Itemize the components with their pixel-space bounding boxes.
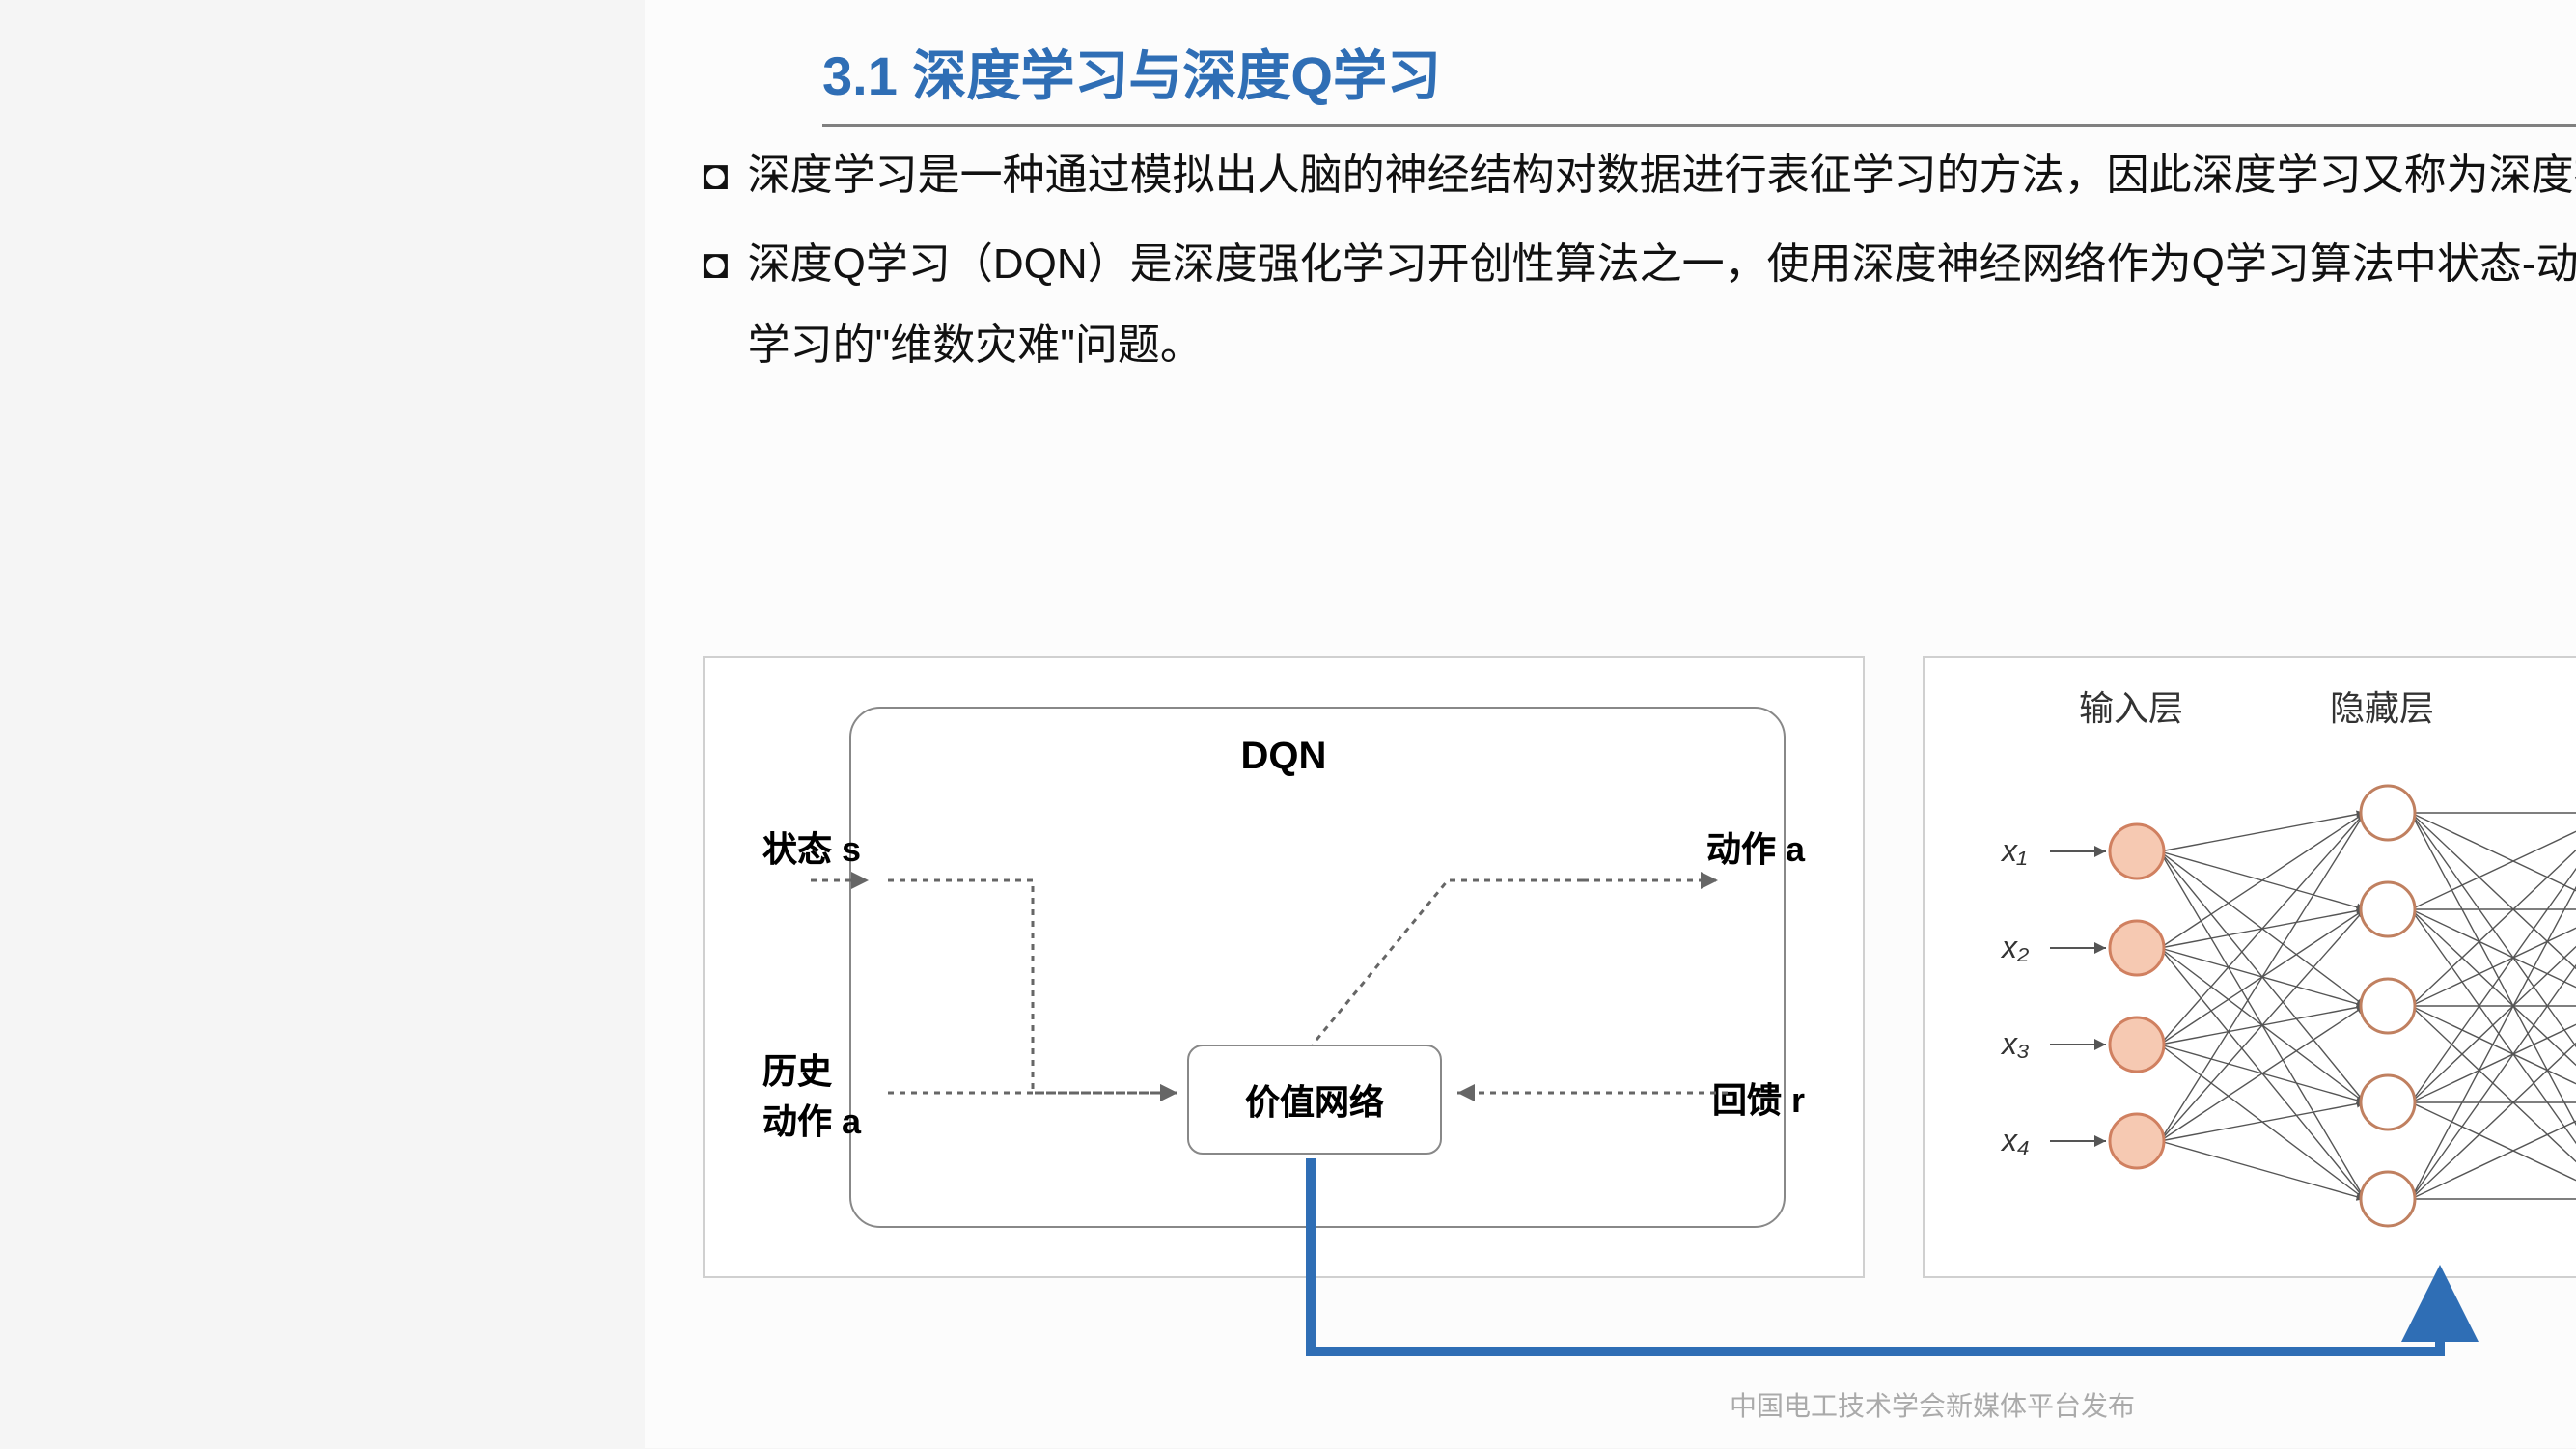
bullet-text: 深度Q学习（DQN）是深度强化学习开创性算法之一，使用深度神经网络作为Q学习算法… xyxy=(747,224,2576,385)
bullet-item: ◘ 深度Q学习（DQN）是深度强化学习开创性算法之一，使用深度神经网络作为Q学习… xyxy=(703,224,2576,385)
nn-svg: x₁x₂x₃x₄y xyxy=(1925,658,2576,1276)
value-network-box: 价值网络 xyxy=(1187,1045,1442,1155)
svg-text:x₁: x₁ xyxy=(2000,833,2027,868)
bullet-text: 深度学习是一种通过模拟出人脑的神经结构对数据进行表征学习的方法，因此深度学习又称… xyxy=(747,135,2576,216)
slide-title: 3.1 深度学习与深度Q学习 xyxy=(822,35,2576,112)
footer-text: 中国电工技术学会新媒体平台发布 xyxy=(1730,1386,2135,1425)
feedback-label: 回馈 r xyxy=(1711,1073,1804,1124)
dqn-diagram: DQN 价值网络 状态 s 动作 a 历史 动作 a 回馈 r xyxy=(703,656,1865,1278)
bullet-list: ◘ 深度学习是一种通过模拟出人脑的神经结构对数据进行表征学习的方法，因此深度学习… xyxy=(703,135,2576,393)
bullet-marker-icon: ◘ xyxy=(703,224,729,305)
svg-text:x₄: x₄ xyxy=(2000,1123,2030,1157)
history-action-label: 历史 动作 a xyxy=(762,1045,861,1145)
action-label: 动作 a xyxy=(1705,822,1804,873)
svg-text:x₃: x₃ xyxy=(2000,1026,2030,1061)
dqn-title: DQN xyxy=(1240,736,1326,780)
slide: 3.1 深度学习与深度Q学习 ◘ 深度学习是一种通过模拟出人脑的神经结构对数据进… xyxy=(645,0,2576,1448)
nn-diagram: 输入层 隐藏层 隐藏层 输出层 x₁x₂x₃x₄y xyxy=(1923,656,2576,1278)
bullet-marker-icon: ◘ xyxy=(703,135,729,216)
state-label: 状态 s xyxy=(762,822,861,873)
bullet-item: ◘ 深度学习是一种通过模拟出人脑的神经结构对数据进行表征学习的方法，因此深度学习… xyxy=(703,135,2576,216)
title-bar: 3.1 深度学习与深度Q学习 xyxy=(822,35,2576,127)
svg-text:x₂: x₂ xyxy=(2000,930,2029,964)
diagram-row: DQN 价值网络 状态 s 动作 a 历史 动作 a 回馈 r xyxy=(703,656,2576,1278)
title-underline xyxy=(822,124,2576,127)
